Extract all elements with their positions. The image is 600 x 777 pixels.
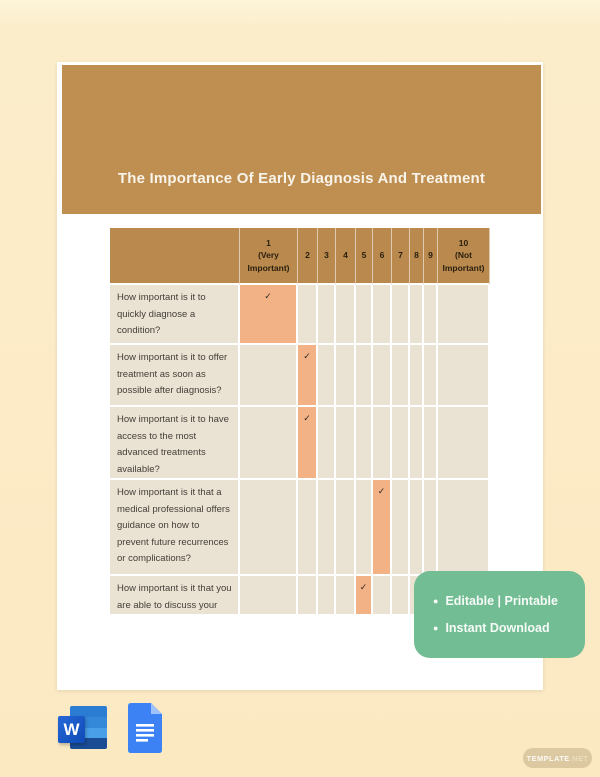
table-body: How important is it to quickly diagnose …	[110, 285, 490, 616]
rating-cell[interactable]	[424, 480, 438, 576]
rating-cell[interactable]	[356, 480, 373, 576]
page-title: The Importance Of Early Diagnosis And Tr…	[117, 170, 486, 187]
header-rating-cell: 2	[298, 228, 318, 285]
rating-cell-checked[interactable]: ✓	[240, 285, 298, 345]
question-cell: How important is it to offer treatment a…	[110, 345, 240, 407]
check-icon: ✓	[359, 582, 368, 592]
rating-cell[interactable]	[318, 345, 336, 407]
rating-cell[interactable]	[424, 285, 438, 345]
rating-cell[interactable]	[392, 576, 410, 616]
rating-cell[interactable]	[410, 407, 424, 480]
rating-cell[interactable]	[336, 576, 356, 616]
rating-cell[interactable]	[392, 285, 410, 345]
rating-cell[interactable]	[438, 480, 490, 576]
rating-cell-checked[interactable]: ✓	[298, 345, 318, 407]
rating-cell[interactable]	[438, 345, 490, 407]
rating-cell[interactable]	[424, 345, 438, 407]
header-rating-cell: 6	[373, 228, 392, 285]
header-rating-cell: 9	[424, 228, 438, 285]
rating-table: 1 (Very Important) 2 3 4 5 6 7 8 9 10 (Not Import…	[110, 228, 490, 616]
word-letter-badge: W	[58, 716, 85, 743]
header-rating-cell: 1 (Very Important)	[240, 228, 298, 285]
rating-cell[interactable]	[373, 285, 392, 345]
rating-cell[interactable]	[392, 345, 410, 407]
check-icon: ✓	[303, 413, 311, 423]
header-rating-cell: 10 (Not Important)	[438, 228, 490, 285]
rating-cell[interactable]	[318, 576, 336, 616]
rating-cell[interactable]	[373, 576, 392, 616]
rating-cell[interactable]	[424, 407, 438, 480]
rating-cell[interactable]	[410, 345, 424, 407]
rating-cell[interactable]	[410, 480, 424, 576]
rating-cell[interactable]	[298, 480, 318, 576]
rating-cell[interactable]	[373, 407, 392, 480]
rating-cell[interactable]	[240, 345, 298, 407]
rating-cell-checked[interactable]: ✓	[356, 576, 373, 616]
header-rating-cell: 7	[392, 228, 410, 285]
rating-cell[interactable]	[410, 285, 424, 345]
check-icon: ✓	[264, 291, 272, 301]
rating-cell[interactable]	[318, 285, 336, 345]
header-rating-cell: 4	[336, 228, 356, 285]
template-net-watermark: TEMPLATE .NET	[523, 748, 592, 768]
check-icon: ✓	[303, 351, 311, 361]
rating-cell[interactable]	[356, 345, 373, 407]
watermark-brand: TEMPLATE	[526, 753, 570, 763]
table-row: How important is it that a medical profe…	[110, 480, 490, 576]
bullet-icon: ●	[433, 623, 439, 633]
rating-cell[interactable]	[392, 407, 410, 480]
watermark-tld: .NET	[569, 753, 589, 763]
badge-feature-label: Instant Download	[445, 621, 550, 635]
rating-cell[interactable]	[240, 480, 298, 576]
badge-feature: ● Instant Download	[433, 621, 585, 635]
features-badge: ● Editable | Printable ● Instant Downloa…	[414, 571, 585, 658]
header-rating-cell: 5	[356, 228, 373, 285]
rating-cell[interactable]	[240, 407, 298, 480]
question-cell: How important is it that you are able to…	[110, 576, 240, 616]
table-header-row: 1 (Very Important) 2 3 4 5 6 7 8 9 10 (Not Import…	[110, 228, 490, 285]
rating-cell[interactable]	[336, 285, 356, 345]
check-icon: ✓	[377, 486, 386, 496]
rating-cell[interactable]	[298, 576, 318, 616]
rating-cell-checked[interactable]: ✓	[373, 480, 392, 576]
rating-cell-checked[interactable]: ✓	[298, 407, 318, 480]
word-file-icon[interactable]: W	[58, 706, 108, 753]
table-row: How important is it to quickly diagnose …	[110, 285, 490, 345]
badge-feature: ● Editable | Printable	[433, 594, 585, 608]
rating-cell[interactable]	[318, 480, 336, 576]
rating-cell[interactable]	[392, 480, 410, 576]
header-rating-cell: 8	[410, 228, 424, 285]
header-question-cell	[110, 228, 240, 285]
rating-cell[interactable]	[336, 480, 356, 576]
rating-cell[interactable]	[240, 576, 298, 616]
header-rating-cell: 3	[318, 228, 336, 285]
google-docs-icon[interactable]	[128, 703, 162, 753]
rating-cell[interactable]	[438, 407, 490, 480]
word-page-shape	[70, 706, 107, 749]
rating-cell[interactable]	[438, 285, 490, 345]
rating-cell[interactable]	[356, 285, 373, 345]
rating-cell[interactable]	[336, 345, 356, 407]
rating-cell[interactable]	[336, 407, 356, 480]
question-cell: How important is it that a medical profe…	[110, 480, 240, 576]
document-header-band: The Importance Of Early Diagnosis And Tr…	[62, 65, 541, 214]
table-row: How important is it to have access to th…	[110, 407, 490, 480]
rating-cell[interactable]	[318, 407, 336, 480]
question-cell: How important is it to have access to th…	[110, 407, 240, 480]
table-row: How important is it to offer treatment a…	[110, 345, 490, 407]
question-cell: How important is it to quickly diagnose …	[110, 285, 240, 345]
rating-cell[interactable]	[373, 345, 392, 407]
badge-feature-label: Editable | Printable	[445, 594, 558, 608]
rating-cell[interactable]	[298, 285, 318, 345]
bullet-icon: ●	[433, 596, 439, 606]
rating-cell[interactable]	[356, 407, 373, 480]
